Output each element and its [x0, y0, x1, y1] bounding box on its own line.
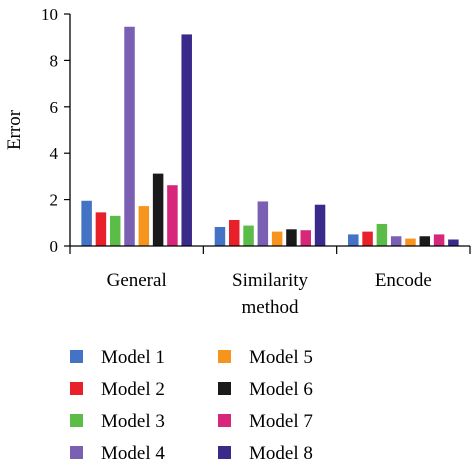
bar [390, 236, 402, 246]
y-axis-ticks: 0 2 4 6 8 10 [41, 5, 70, 256]
bar [81, 200, 92, 246]
bar [109, 215, 121, 246]
bar [348, 234, 359, 246]
legend-swatch [218, 446, 231, 459]
bar [405, 238, 416, 246]
y-tick-label: 4 [50, 144, 59, 163]
category-label: Similarity [232, 270, 309, 291]
category-labels: General Similarity method Encode [107, 270, 432, 318]
bar [124, 26, 135, 247]
legend-swatch [218, 414, 231, 427]
category-label: General [107, 270, 167, 291]
bar [152, 173, 164, 246]
legend-label: Model 7 [249, 411, 313, 432]
legend-item: Model 8 [218, 443, 313, 464]
bar [271, 231, 283, 246]
bar [138, 206, 150, 246]
bar [229, 220, 240, 246]
legend-label: Model 5 [249, 347, 313, 368]
legend-item: Model 1 [70, 347, 165, 368]
bar [257, 201, 269, 246]
legend-swatch [218, 350, 231, 363]
y-tick-label: 8 [50, 51, 59, 70]
legend-label: Model 8 [249, 443, 313, 464]
legend-label: Model 1 [101, 347, 165, 368]
bar [433, 234, 445, 246]
bar [419, 236, 431, 246]
legend-item: Model 3 [70, 411, 165, 432]
legend-swatch [70, 446, 83, 459]
y-tick-label: 0 [50, 237, 59, 256]
y-axis-title: Error [4, 109, 25, 150]
legend-swatch [218, 382, 231, 395]
bar [95, 212, 107, 246]
bar [167, 185, 178, 246]
y-tick-label: 6 [50, 98, 59, 117]
legend-item: Model 5 [218, 347, 313, 368]
bar [300, 230, 311, 246]
bar [214, 226, 226, 246]
category-label: method [242, 297, 299, 318]
y-tick-label: 10 [41, 5, 58, 24]
legend-item: Model 7 [218, 411, 313, 432]
bar [376, 223, 388, 246]
legend-label: Model 2 [101, 379, 165, 400]
legend-item: Model 4 [70, 443, 165, 464]
legend-label: Model 4 [101, 443, 165, 464]
legend: Model 1 Model 2 Model 3 Model 4 Model 5 Model… [70, 347, 313, 464]
legend-swatch [70, 382, 83, 395]
category-label: Encode [375, 270, 432, 291]
bar [243, 225, 254, 246]
bar [286, 229, 297, 246]
legend-item: Model 6 [218, 379, 313, 400]
legend-label: Model 3 [101, 411, 165, 432]
bar [314, 204, 326, 246]
legend-item: Model 2 [70, 379, 165, 400]
bar [181, 34, 192, 246]
legend-label: Model 6 [249, 379, 313, 400]
x-axis-ticks [69, 246, 471, 254]
bar [448, 239, 459, 246]
legend-swatch [70, 350, 83, 363]
bars [81, 26, 459, 247]
bar [362, 231, 373, 246]
y-tick-label: 2 [50, 191, 59, 210]
legend-swatch [70, 414, 83, 427]
